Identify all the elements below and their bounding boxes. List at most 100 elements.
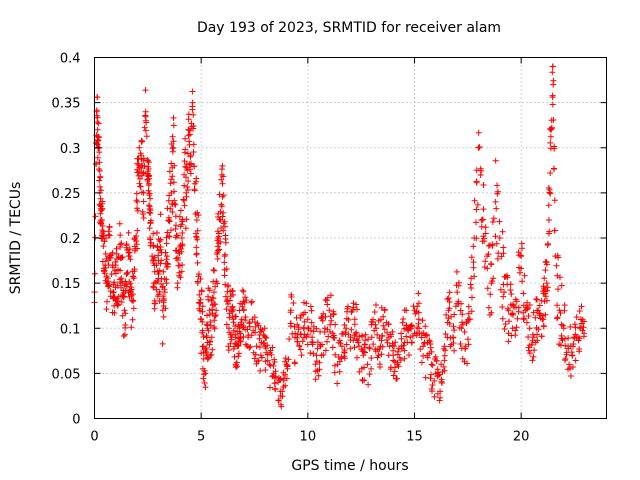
data-point (394, 359, 401, 366)
data-point (190, 149, 197, 155)
data-point (99, 217, 105, 223)
data-point (221, 259, 228, 266)
data-point (193, 175, 200, 182)
data-point (551, 197, 558, 204)
data-point (290, 300, 297, 306)
data-point (101, 270, 108, 277)
axis-ticks: 0 5 10 15 20 0 0.05 0.1 0.15 0.2 0.25 0.3 0.35 0.4 (52, 52, 607, 445)
data-point (184, 186, 191, 193)
data-point (571, 321, 578, 328)
data-point (366, 344, 373, 351)
data-point (553, 262, 560, 269)
data-point (239, 303, 246, 310)
data-point (327, 321, 334, 328)
data-point (558, 332, 565, 339)
data-point (468, 275, 475, 282)
data-point (205, 327, 212, 334)
data-point (230, 327, 237, 334)
data-point (385, 321, 392, 328)
data-point (505, 330, 512, 337)
y-tick-label: 0.4 (60, 52, 81, 67)
data-point (282, 355, 289, 362)
data-point (94, 126, 101, 133)
data-point (341, 322, 348, 328)
data-point (225, 301, 231, 307)
data-point (155, 252, 162, 259)
data-point (542, 293, 549, 300)
data-point (525, 313, 532, 319)
data-point (461, 329, 468, 335)
data-point (351, 316, 358, 323)
data-point (130, 297, 137, 304)
data-point (194, 280, 201, 286)
data-point (214, 255, 221, 262)
data-point (391, 368, 398, 375)
data-point (145, 180, 152, 187)
data-point (468, 285, 475, 291)
data-point (554, 302, 561, 309)
data-point (102, 264, 109, 271)
data-point (164, 253, 170, 260)
data-point (179, 230, 186, 236)
data-point (286, 336, 293, 342)
data-point (497, 286, 504, 293)
data-point (291, 360, 298, 367)
data-point (203, 350, 210, 356)
data-point (199, 319, 206, 325)
data-point (134, 207, 141, 214)
data-point (103, 273, 110, 280)
data-point (326, 307, 333, 314)
data-point (158, 257, 165, 264)
data-point (347, 345, 354, 352)
data-point (153, 286, 160, 293)
data-point (106, 232, 113, 239)
data-point (499, 304, 506, 310)
data-point (230, 319, 237, 326)
data-point (549, 63, 556, 70)
data-point (391, 343, 398, 350)
data-point (387, 366, 394, 373)
data-point (531, 347, 538, 354)
data-point (368, 355, 375, 361)
data-point (479, 217, 486, 223)
data-point (218, 171, 225, 178)
data-point (99, 258, 106, 265)
data-point (232, 362, 239, 369)
data-point (484, 265, 491, 272)
data-point (156, 291, 162, 298)
data-point (499, 228, 506, 235)
data-point (546, 228, 553, 235)
data-point (134, 155, 141, 162)
data-point (112, 270, 119, 277)
data-point (184, 184, 191, 190)
data-point (104, 275, 111, 282)
data-point (450, 334, 457, 341)
y-tick-label: 0.35 (52, 97, 81, 112)
data-point (348, 308, 355, 315)
data-point (163, 240, 170, 247)
data-point (457, 307, 464, 314)
data-point (155, 271, 162, 278)
data-point (199, 303, 206, 310)
data-point (148, 217, 154, 224)
data-point (230, 306, 237, 313)
data-point (554, 315, 560, 322)
data-point (446, 305, 453, 312)
data-point (206, 287, 213, 294)
data-point (104, 298, 110, 305)
data-point (494, 182, 500, 189)
data-point (223, 298, 230, 305)
data-point (459, 355, 466, 362)
data-point (529, 357, 536, 364)
data-point (179, 262, 186, 268)
data-point (507, 287, 514, 293)
data-point (399, 319, 406, 326)
data-point (210, 266, 217, 273)
data-point (134, 169, 141, 176)
data-point (471, 273, 478, 280)
data-point (452, 303, 459, 310)
data-point (492, 233, 499, 240)
data-point (240, 307, 247, 314)
data-point (288, 291, 295, 298)
data-point (103, 306, 110, 313)
